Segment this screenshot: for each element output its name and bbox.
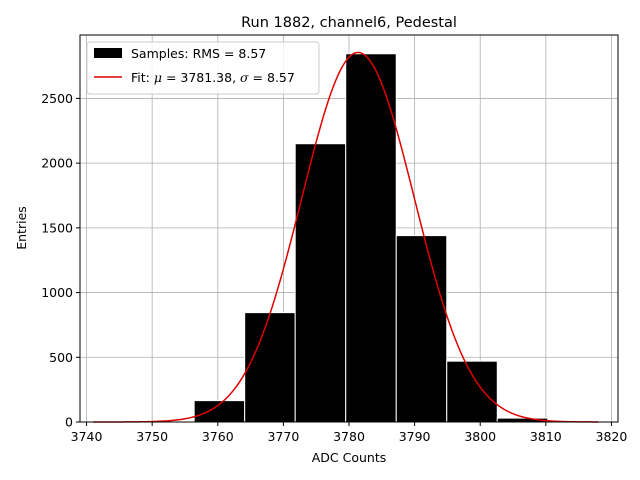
y-tick-label: 0 (65, 415, 73, 430)
y-tick-label: 2500 (41, 91, 73, 106)
chart-title: Run 1882, channel6, Pedestal (241, 15, 457, 31)
x-tick-label: 3780 (333, 429, 365, 444)
legend-fit-mu: μ (154, 70, 162, 85)
histogram-bar (345, 53, 397, 423)
x-tick-label: 3760 (202, 429, 234, 444)
x-tick-label: 3820 (596, 429, 628, 444)
legend-fit-sigma: σ (240, 70, 249, 85)
legend-swatch-samples (94, 48, 122, 58)
histogram-bar (446, 360, 498, 423)
x-tick-label: 3770 (267, 429, 299, 444)
legend-label-fit: Fit: μ = 3781.38, σ = 8.57 (131, 70, 295, 85)
legend-fit-mid: = 3781.38, (162, 70, 240, 85)
y-axis-ticks: 0 500 1000 1500 2000 2500 (41, 91, 80, 430)
y-tick-label: 2000 (41, 156, 73, 171)
legend-fit-prefix: Fit: (131, 70, 154, 85)
fit-curve (93, 51, 599, 423)
y-axis-label: Entries (14, 206, 29, 250)
x-tick-label: 3800 (464, 429, 496, 444)
x-axis-label: ADC Counts (312, 450, 387, 465)
x-tick-label: 3810 (530, 429, 562, 444)
histogram-bar (244, 312, 296, 423)
y-tick-label: 500 (49, 350, 73, 365)
histogram-bar (395, 235, 448, 423)
x-tick-label: 3790 (399, 429, 431, 444)
x-axis-ticks: 3740 3750 3760 3770 3780 3790 3800 3810 3820 (71, 422, 628, 444)
histogram-bar (294, 143, 347, 423)
legend-fit-suffix: = 8.57 (249, 70, 295, 85)
y-tick-label: 1500 (41, 220, 73, 235)
legend: Samples: RMS = 8.57 Fit: μ = 3781.38, σ … (86, 41, 320, 95)
histogram-bars (143, 53, 599, 423)
x-tick-label: 3750 (136, 429, 168, 444)
legend-label-samples: Samples: RMS = 8.57 (131, 46, 266, 61)
x-tick-label: 3740 (71, 429, 103, 444)
y-tick-label: 1000 (41, 285, 73, 300)
legend-box (86, 41, 320, 95)
